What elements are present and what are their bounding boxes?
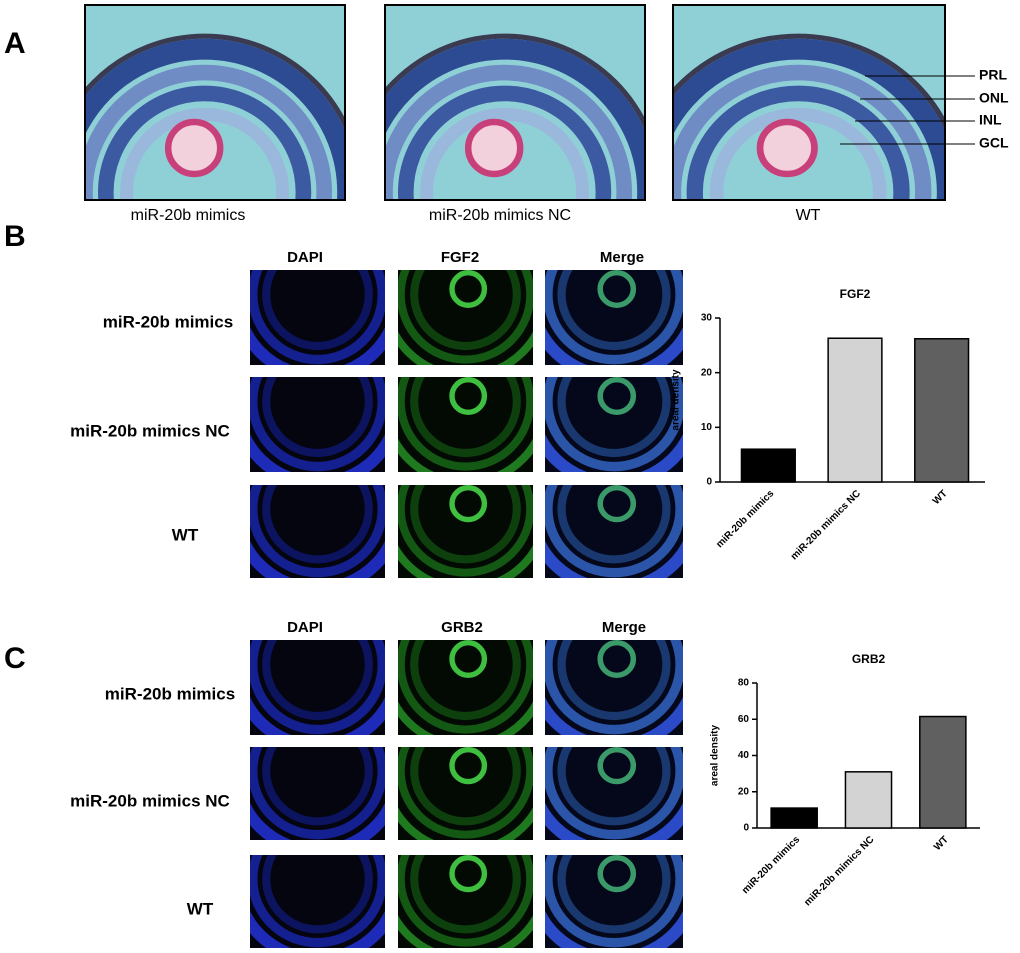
row-label: WT [187, 899, 214, 918]
histology-image [635, 5, 961, 348]
column-header: FGF2 [441, 249, 479, 266]
x-tick-label: WT [931, 488, 950, 507]
layer-pointers [840, 75, 975, 145]
y-tick-label: 20 [738, 786, 750, 797]
y-tick-label: 0 [743, 823, 749, 834]
fluorescence-image [237, 583, 399, 746]
chart-title: GRB2 [852, 652, 886, 666]
x-tick-label: miR-20b mimics [740, 834, 802, 896]
x-tick-label: miR-20b mimics [714, 488, 776, 550]
y-tick-label: 0 [706, 477, 712, 488]
caption: WT [796, 207, 821, 224]
column-header: Merge [600, 249, 644, 266]
panel-label: A [4, 27, 26, 60]
image-frames [84, 4, 946, 201]
bar [919, 715, 967, 829]
x-tick-label: WT [932, 834, 951, 853]
fluorescence-image [531, 583, 697, 746]
y-tick-label: 60 [738, 714, 750, 725]
layer-label: PRL [979, 67, 1007, 83]
y-axis-label: areal density [671, 369, 682, 431]
layer-label: GCL [979, 135, 1009, 151]
x-tick-label: miR-20b mimics NC [802, 834, 876, 908]
fluorescence-image [237, 213, 399, 376]
fluorescence-image [385, 213, 547, 376]
bar [740, 448, 796, 483]
row-label: miR-20b mimics NC [70, 791, 230, 810]
bar [844, 771, 893, 829]
column-header: GRB2 [441, 619, 483, 636]
y-tick-label: 40 [738, 750, 750, 761]
bar [827, 337, 883, 483]
fluorescence-image [531, 213, 697, 376]
y-axis-label: areal density [710, 724, 721, 786]
caption: miR-20b mimics [131, 207, 246, 224]
column-header: Merge [602, 619, 646, 636]
x-tick-label: miR-20b mimics NC [789, 488, 863, 562]
column-header: DAPI [287, 249, 323, 266]
fluorescence-image [385, 583, 547, 746]
row-label: WT [172, 525, 199, 544]
layer-label: INL [979, 112, 1002, 128]
bar [770, 807, 818, 829]
caption: miR-20b mimics NC [429, 207, 571, 224]
y-tick-label: 30 [701, 313, 713, 324]
row-label: miR-20b mimics [103, 312, 233, 331]
row-label: miR-20b mimics [105, 684, 235, 703]
y-tick-label: 20 [701, 367, 713, 378]
chart-title: FGF2 [840, 287, 871, 301]
panel-label: C [4, 642, 26, 675]
panel-label: B [4, 220, 26, 253]
y-tick-label: 80 [738, 678, 750, 689]
row-label: miR-20b mimics NC [70, 421, 230, 440]
column-header: DAPI [287, 619, 323, 636]
y-tick-label: 10 [701, 422, 713, 433]
bar [914, 338, 970, 483]
layer-label: ONL [979, 90, 1009, 106]
